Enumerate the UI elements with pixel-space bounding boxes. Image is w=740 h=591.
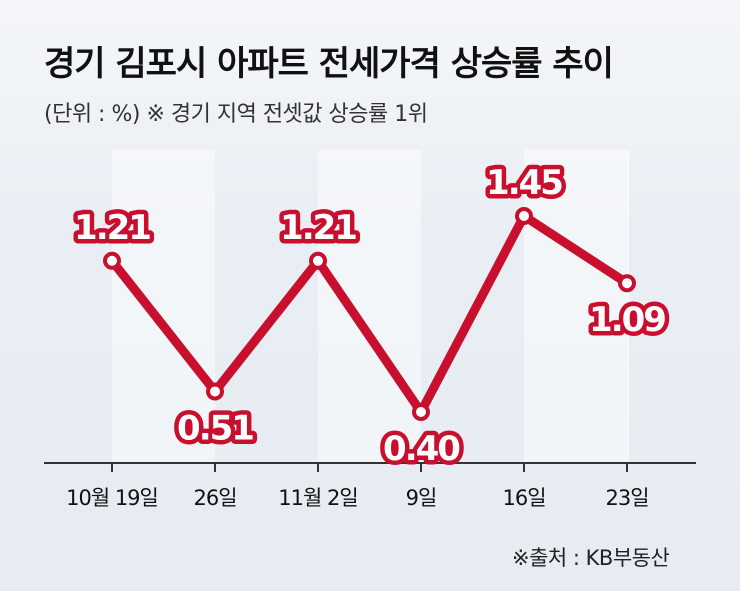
x-tick-label: 10월 19일 — [66, 486, 158, 510]
x-tick-label: 9일 — [406, 486, 437, 510]
x-tick-label: 23일 — [605, 486, 648, 510]
chart-title: 경기 김포시 아파트 전세가격 상승률 추이 — [44, 44, 614, 84]
series-line — [107, 211, 632, 417]
data-label: 1.21 — [74, 208, 150, 248]
data-point — [412, 403, 430, 421]
data-label: 0.51 — [177, 408, 253, 448]
column-band — [112, 150, 215, 463]
column-band — [318, 150, 421, 463]
data-label: 1.09 — [589, 300, 665, 340]
x-ticks: 10월 19일 26일 11월 2일 9일 16일 23일 — [66, 463, 650, 510]
data-labels: 1.21 0.51 1.21 0.40 1.45 1.09 — [70, 159, 672, 474]
data-point — [515, 207, 533, 225]
data-point — [103, 251, 121, 270]
column-bands — [112, 150, 629, 463]
data-label: 0.40 — [383, 429, 460, 469]
source-note: ※출처 : KB부동산 — [512, 546, 670, 570]
data-label: 1.21 — [280, 208, 356, 248]
data-label: 1.45 — [486, 163, 562, 203]
column-band — [524, 150, 627, 463]
column-band-edge — [627, 150, 629, 463]
x-tick-label: 16일 — [502, 486, 545, 510]
data-point — [206, 382, 224, 401]
data-point — [618, 274, 636, 293]
x-tick-label: 11월 2일 — [278, 486, 357, 510]
chart-subtitle: (단위 : %) ※ 경기 지역 전셋값 상승률 1위 — [44, 102, 428, 127]
x-tick-label: 26일 — [193, 486, 236, 510]
data-points — [103, 207, 636, 421]
data-point — [309, 251, 327, 270]
